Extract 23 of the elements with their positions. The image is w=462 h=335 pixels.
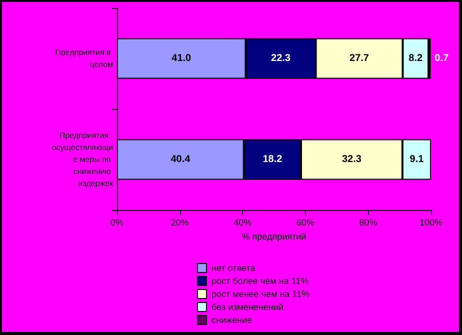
data-label: 18.2 <box>262 154 283 165</box>
data-label: 8.2 <box>408 53 423 64</box>
y-tick-label: Предприятия в целом <box>55 48 113 69</box>
data-label: 0.7 <box>434 53 450 64</box>
x-tick-label: 40% <box>234 218 252 228</box>
data-label: 27.7 <box>350 53 370 64</box>
data-label: 22.3 <box>271 53 291 64</box>
y-tick-label: Предприятия, осуществляющие меры по снижению издержек <box>52 131 114 188</box>
data-label: 40.4 <box>170 154 191 165</box>
data-label: 9.1 <box>410 154 424 165</box>
data-label: 41.0 <box>172 53 192 64</box>
x-tick-label: 0% <box>110 218 124 228</box>
data-label: 32.3 <box>342 154 362 165</box>
x-tick-label: 60% <box>296 218 314 228</box>
x-tick-label: 80% <box>359 218 378 228</box>
legend-label: без измененений <box>212 302 284 312</box>
legend-label: снижение <box>212 315 252 325</box>
legend-label: рост более чем на 11% <box>212 276 309 286</box>
x-tick-label: 100% <box>419 218 443 228</box>
x-tick-label: 20% <box>170 218 189 228</box>
legend-label: рост менее чем на 11% <box>212 289 310 299</box>
legend-label: нет ответа <box>212 263 256 273</box>
x-axis-title: % предприятий <box>242 232 306 242</box>
